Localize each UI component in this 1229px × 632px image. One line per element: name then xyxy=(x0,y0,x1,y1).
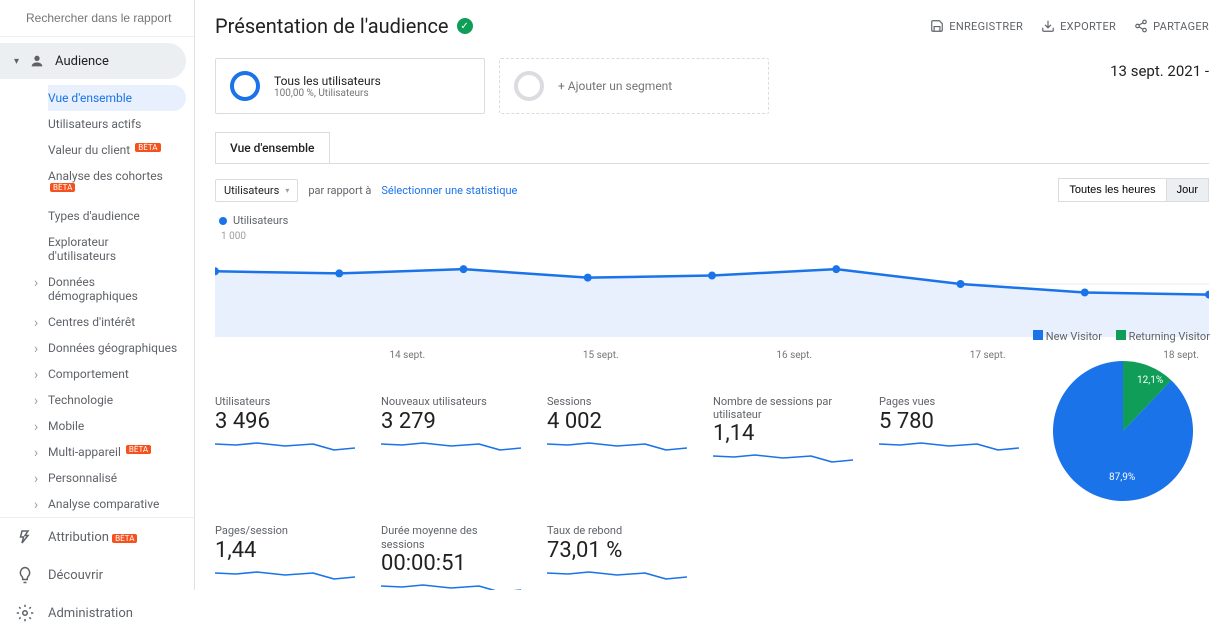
date-range[interactable]: 13 sept. 2021 - xyxy=(1110,58,1209,80)
vs-label: par rapport à xyxy=(308,184,371,197)
attribution-icon xyxy=(16,528,34,546)
segment-ring-icon xyxy=(514,71,544,101)
metric-card[interactable]: Nombre de sessions par utilisateur1,14 xyxy=(713,395,853,472)
nav-items: Vue d'ensembleUtilisateurs actifsValeur … xyxy=(0,85,194,517)
metric-card[interactable]: Pages vues5 780 xyxy=(879,395,1019,472)
gear-icon xyxy=(16,604,34,622)
segment-all-users[interactable]: Tous les utilisateurs 100,00 %, Utilisat… xyxy=(215,58,485,114)
legend-sq-icon xyxy=(1116,330,1126,340)
tab-overview[interactable]: Vue d'ensemble xyxy=(215,132,330,163)
bottom-nav: Attribution BÊTA Découvrir Administratio… xyxy=(0,517,194,632)
donut-pct: 12,1% xyxy=(1137,375,1163,386)
sidebar-item-13[interactable]: Personnalisé xyxy=(48,465,186,491)
nav-section-label: Audience xyxy=(55,54,109,69)
metric-card[interactable]: Utilisateurs3 496 xyxy=(215,395,355,472)
sidebar-item-10[interactable]: Technologie xyxy=(48,387,186,413)
share-button[interactable]: PARTAGER xyxy=(1134,19,1209,33)
time-day-button[interactable]: Jour xyxy=(1166,178,1209,202)
donut-chart: 12,1% 87,9% xyxy=(1043,351,1203,511)
tab-bar: Vue d'ensemble xyxy=(215,132,1209,164)
save-button[interactable]: ENREGISTRER xyxy=(930,19,1023,33)
metric-select[interactable]: Utilisateurs ▾ xyxy=(215,179,298,202)
bottom-attribution[interactable]: Attribution BÊTA xyxy=(0,518,194,556)
sidebar-item-4[interactable]: Types d'audience xyxy=(48,203,186,229)
beta-tag: BÊTA xyxy=(112,534,137,543)
sidebar-item-2[interactable]: Valeur du client BÊTA xyxy=(48,137,186,163)
controls-row: Utilisateurs ▾ par rapport à Sélectionne… xyxy=(195,164,1229,202)
verified-icon: ✓ xyxy=(457,18,473,34)
user-icon xyxy=(29,53,45,69)
sidebar-item-8[interactable]: Données géographiques xyxy=(48,335,186,361)
sidebar-item-0[interactable]: Vue d'ensemble xyxy=(48,85,186,111)
sidebar: ▾ Audience Vue d'ensembleUtilisateurs ac… xyxy=(0,0,195,590)
bottom-admin[interactable]: Administration xyxy=(0,594,194,632)
metric-card[interactable]: Taux de rebond73,01 % xyxy=(547,524,687,590)
sidebar-item-6[interactable]: Données démographiques xyxy=(48,269,186,309)
metric-card[interactable]: Durée moyenne des sessions00:00:51 xyxy=(381,524,521,590)
metric-card[interactable]: Sessions4 002 xyxy=(547,395,687,472)
legend-dot-icon xyxy=(219,217,227,225)
search-input[interactable] xyxy=(26,11,181,25)
sidebar-item-11[interactable]: Mobile xyxy=(48,413,186,439)
chart-legend-label: Utilisateurs xyxy=(233,214,288,227)
sidebar-item-5[interactable]: Explorateur d'utilisateurs xyxy=(48,229,186,269)
header-actions: ENREGISTRER EXPORTER PARTAGER xyxy=(930,19,1209,33)
legend-sq-icon xyxy=(1033,330,1043,340)
legend-new: New Visitor xyxy=(1033,330,1102,343)
select-stat-link[interactable]: Sélectionner une statistique xyxy=(381,184,517,197)
bottom-label: Découvrir xyxy=(48,568,103,583)
nav-section-audience[interactable]: ▾ Audience xyxy=(0,43,186,79)
save-icon xyxy=(930,19,944,33)
metric-card[interactable]: Pages/session1,44 xyxy=(215,524,355,590)
chart-svg xyxy=(215,231,1209,337)
bottom-discover[interactable]: Découvrir xyxy=(0,556,194,594)
sidebar-item-3[interactable]: Analyse des cohortes BÊTA xyxy=(48,163,186,203)
donut-legend: New Visitor Returning Visitor xyxy=(1033,330,1213,343)
bottom-label: Administration xyxy=(48,606,133,621)
caret-down-icon: ▾ xyxy=(285,186,289,195)
donut-area: New Visitor Returning Visitor 12,1% 87,9… xyxy=(1033,330,1213,511)
bottom-label: Attribution xyxy=(48,530,109,545)
bulb-icon xyxy=(16,566,34,584)
caret-icon: ▾ xyxy=(14,56,19,67)
sidebar-item-12[interactable]: Multi-appareil BÊTA xyxy=(48,439,186,465)
chart-legend: Utilisateurs xyxy=(195,202,1229,227)
page-header: Présentation de l'audience ✓ ENREGISTRER… xyxy=(195,0,1229,44)
metric-card[interactable]: Nouveaux utilisateurs3 279 xyxy=(381,395,521,472)
main: Présentation de l'audience ✓ ENREGISTRER… xyxy=(195,0,1229,590)
segment-ring-icon xyxy=(230,71,260,101)
sidebar-item-14[interactable]: Analyse comparative xyxy=(48,491,186,517)
segment-add[interactable]: + Ajouter un segment xyxy=(499,58,769,114)
sidebar-item-1[interactable]: Utilisateurs actifs xyxy=(48,111,186,137)
donut-svg xyxy=(1043,351,1203,511)
sidebar-item-9[interactable]: Comportement xyxy=(48,361,186,387)
segment-title: Tous les utilisateurs xyxy=(274,74,381,88)
segment-add-label: + Ajouter un segment xyxy=(558,79,672,93)
legend-returning: Returning Visitor xyxy=(1116,330,1210,343)
segment-subtitle: 100,00 %, Utilisateurs xyxy=(274,88,381,99)
page-title: Présentation de l'audience xyxy=(215,14,449,38)
export-icon xyxy=(1041,19,1055,33)
sidebar-item-7[interactable]: Centres d'intérêt xyxy=(48,309,186,335)
share-icon xyxy=(1134,19,1148,33)
time-toggle: Toutes les heures Jour xyxy=(1058,178,1209,202)
time-hourly-button[interactable]: Toutes les heures xyxy=(1058,178,1165,202)
export-button[interactable]: EXPORTER xyxy=(1041,19,1116,33)
segments-row: Tous les utilisateurs 100,00 %, Utilisat… xyxy=(195,44,1229,114)
search-row xyxy=(0,0,194,37)
donut-pct: 87,9% xyxy=(1109,472,1135,483)
